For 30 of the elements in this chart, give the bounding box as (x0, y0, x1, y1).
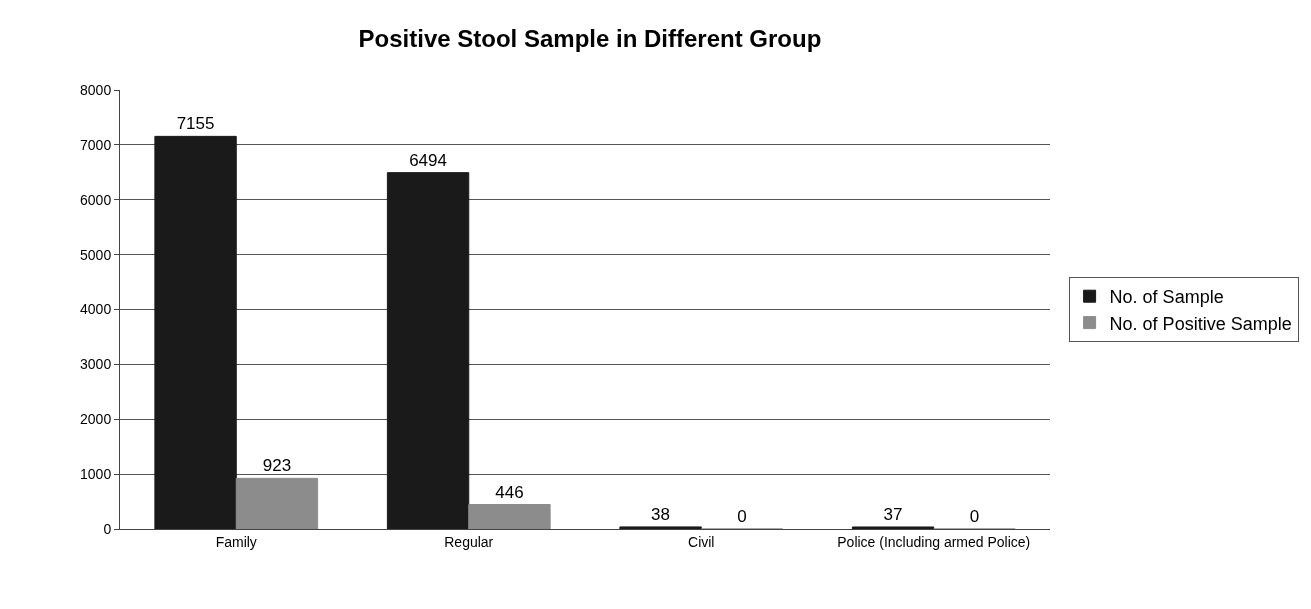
y-tick-label: 2000 (80, 411, 112, 428)
x-tick-label: Police (Including armed Police) (837, 533, 1031, 550)
bar (235, 477, 319, 529)
data-label: 6494 (409, 150, 447, 170)
y-tick-label: 7000 (80, 136, 112, 153)
x-tick-label: Civil (688, 533, 715, 550)
data-label: 923 (262, 456, 292, 476)
chart-title: Positive Stool Sample in Different Group (358, 25, 822, 53)
y-tick-label: 4000 (80, 301, 112, 318)
data-label: 446 (495, 482, 524, 502)
bar (619, 526, 702, 529)
y-tick-label: 5000 (80, 246, 112, 263)
data-label: 38 (651, 504, 671, 524)
bar (154, 135, 237, 529)
x-tick-label: Regular (444, 533, 494, 550)
y-tick-label: 1000 (80, 466, 112, 483)
data-label: 37 (883, 504, 903, 524)
data-label: 0 (969, 507, 980, 526)
data-label: 7155 (176, 114, 215, 134)
legend-label: No. of Sample (1109, 287, 1224, 308)
data-label: 0 (737, 507, 747, 526)
y-tick-label: 8000 (80, 81, 112, 98)
x-tick-label: Family (215, 533, 257, 550)
y-tick-label: 0 (103, 520, 112, 537)
y-tick-label: 6000 (80, 191, 112, 208)
legend-label: No. of Positive Sample (1109, 313, 1292, 334)
y-tick-label: 3000 (80, 356, 112, 373)
bar (386, 172, 470, 529)
bar (851, 526, 935, 529)
bar (468, 504, 551, 529)
